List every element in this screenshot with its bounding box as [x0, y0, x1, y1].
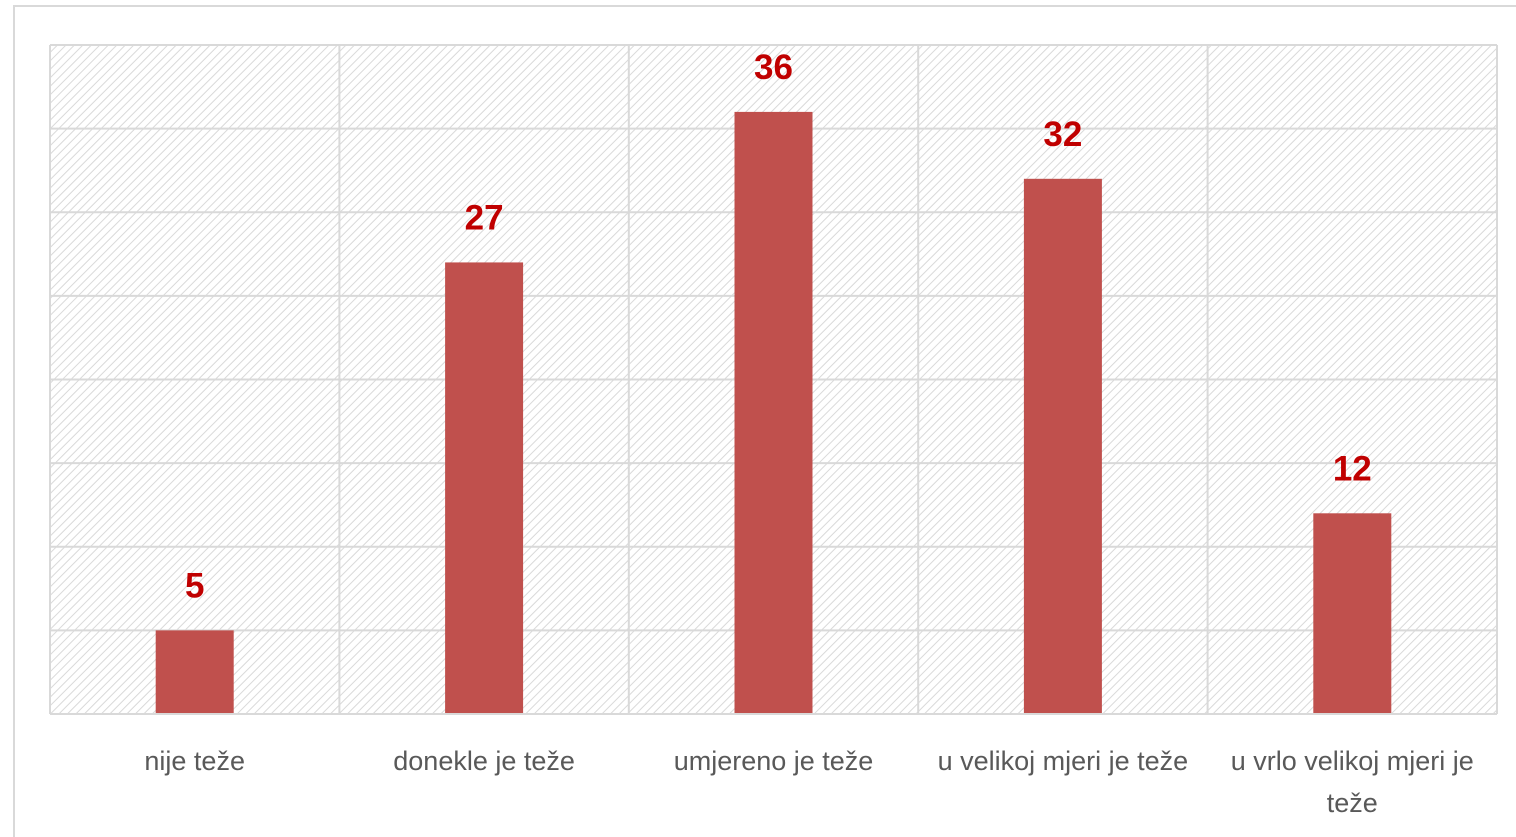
- bar: [155, 630, 234, 714]
- data-label: 36: [754, 48, 793, 87]
- bar: [445, 262, 524, 714]
- bar: [734, 111, 813, 714]
- chart-border: [13, 5, 1516, 837]
- x-tick-label: u velikoj mjeri je teže: [937, 746, 1189, 776]
- bar: [1313, 513, 1392, 714]
- data-label: 27: [465, 199, 504, 238]
- bar: [1023, 178, 1102, 715]
- x-tick-label: u vrlo velikoj mjeri je teže: [1230, 746, 1474, 818]
- data-label: 5: [185, 567, 204, 606]
- data-label: 32: [1043, 115, 1082, 154]
- x-tick-label: nije teže: [144, 746, 245, 776]
- x-tick-label: donekle je teže: [393, 746, 575, 776]
- data-label: 12: [1333, 450, 1372, 489]
- x-tick-label: umjereno je teže: [673, 746, 874, 776]
